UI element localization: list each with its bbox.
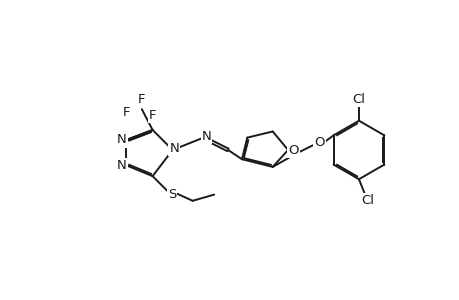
Text: N: N [117,159,126,172]
Text: F: F [149,109,156,122]
Text: Cl: Cl [361,194,374,207]
Text: F: F [123,106,130,119]
Text: N: N [201,130,211,142]
Text: F: F [138,93,145,106]
Text: O: O [288,144,298,157]
Text: Cl: Cl [352,93,364,106]
Text: O: O [314,136,324,149]
Text: S: S [167,188,176,201]
Text: N: N [169,142,179,155]
Text: N: N [117,134,126,146]
